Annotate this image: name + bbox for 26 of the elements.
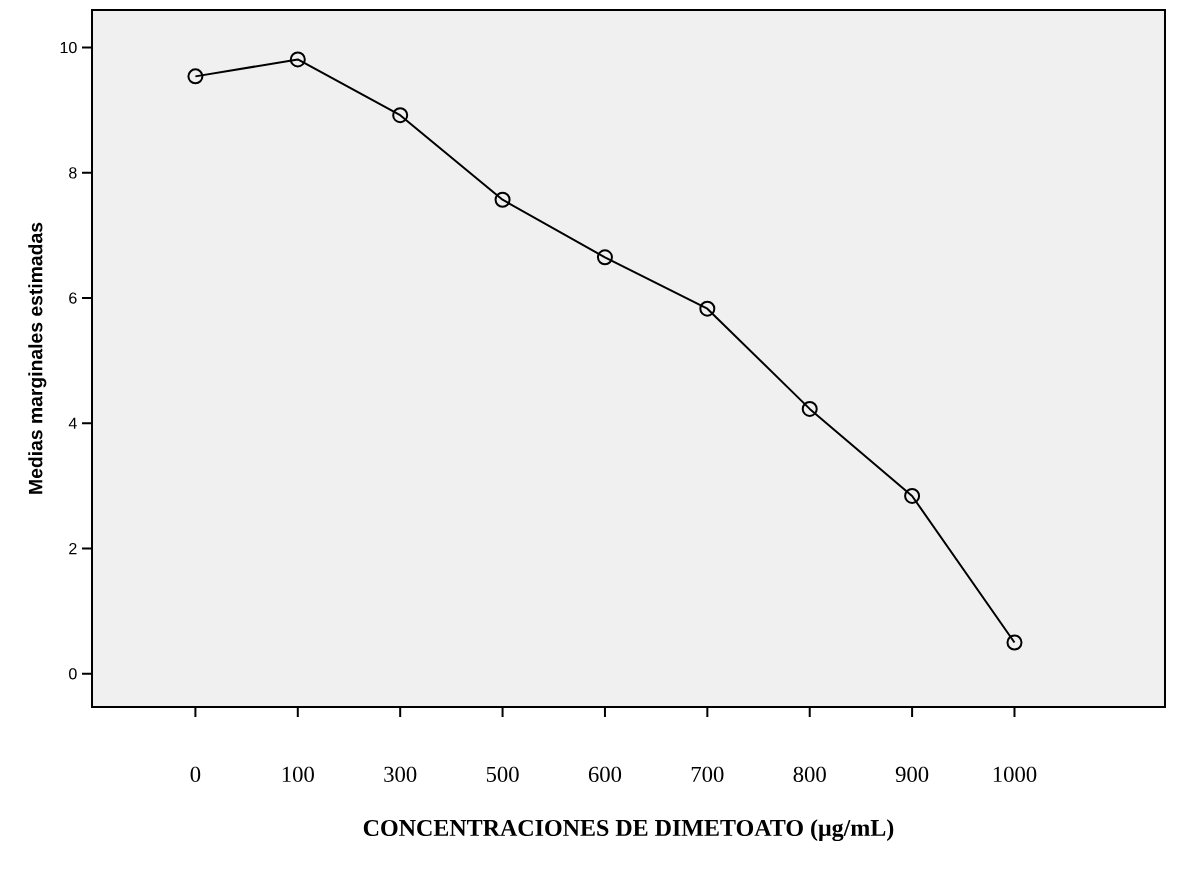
point [801,400,818,417]
x-tick-label: 100 [282,766,314,782]
point [596,249,613,266]
point [1006,634,1023,651]
y-tick-label: 4 [68,417,77,429]
point [187,68,204,85]
x-tick-label: 700 [691,766,724,782]
y-tick-label: 6 [69,292,77,304]
point [904,487,921,504]
y-tick-label: 8 [69,167,77,179]
point [289,51,306,68]
point [392,107,409,124]
y-tick-label: 0 [69,668,77,680]
point [494,191,511,208]
x-tick-label: 900 [895,766,929,782]
point [699,300,716,317]
x-tick-label: 600 [588,766,622,782]
y-tick-label: 10 [60,41,77,54]
x-tick-label: 500 [486,766,519,782]
x-axis-title: CONCENTRACIONES DE DIMETOATO (μg/mL) [363,819,894,842]
x-tick-label: 800 [793,766,826,782]
y-axis-title: Medias marginales estimadas [28,222,47,494]
y-tick-label: 2 [69,542,77,555]
x-tick-label: 1000 [993,766,1037,782]
x-tick-label: 0 [190,766,201,782]
x-tick-label: 300 [384,766,417,782]
